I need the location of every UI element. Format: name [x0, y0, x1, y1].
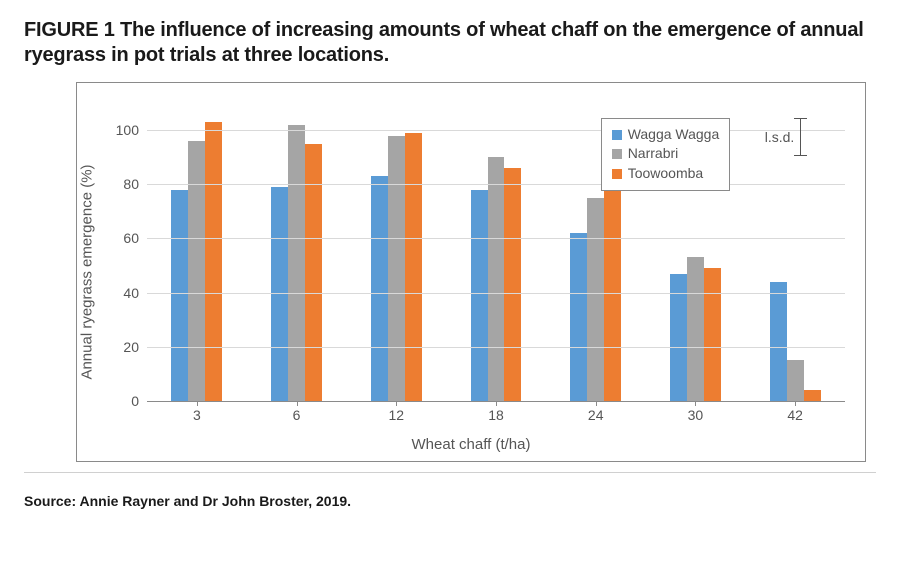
legend-label: Wagga Wagga	[628, 125, 720, 145]
bar-toowoomba	[305, 144, 322, 401]
legend-item: Narrabri	[612, 144, 720, 164]
bar-narrabri	[288, 125, 305, 401]
lsd-indicator: l.s.d.	[765, 118, 802, 156]
y-tick-label: 0	[131, 393, 147, 409]
divider	[24, 472, 876, 473]
y-tick-label: 40	[123, 285, 147, 301]
bar-narrabri	[188, 141, 205, 401]
legend-item: Toowoomba	[612, 164, 720, 184]
y-tick-label: 100	[116, 122, 147, 138]
y-tick-label: 20	[123, 339, 147, 355]
x-tick-mark	[795, 401, 796, 406]
y-tick-label: 80	[123, 176, 147, 192]
x-tick-mark	[297, 401, 298, 406]
bar-toowoomba	[405, 133, 422, 401]
legend-swatch	[612, 130, 622, 140]
gridline	[147, 184, 845, 185]
x-axis-label: Wheat chaff (t/ha)	[77, 436, 865, 453]
bar-narrabri	[687, 257, 704, 401]
bar-wagga-wagga	[770, 282, 787, 401]
source-line: Source: Annie Rayner and Dr John Broster…	[24, 493, 876, 509]
x-tick-mark	[197, 401, 198, 406]
x-tick-mark	[695, 401, 696, 406]
bar-narrabri	[787, 360, 804, 401]
bars-layer	[147, 103, 845, 401]
bar-toowoomba	[704, 268, 721, 401]
bar-wagga-wagga	[570, 233, 587, 401]
legend-item: Wagga Wagga	[612, 125, 720, 145]
x-tick-mark	[396, 401, 397, 406]
chart-frame: Annual ryegrass emergence (%) 0204060801…	[76, 82, 866, 462]
gridline	[147, 293, 845, 294]
figure-caption: FIGURE 1 The influence of increasing amo…	[24, 18, 876, 68]
x-tick-mark	[596, 401, 597, 406]
bar-narrabri	[388, 136, 405, 401]
bar-toowoomba	[205, 122, 222, 401]
gridline	[147, 130, 845, 131]
bar-toowoomba	[804, 390, 821, 401]
lsd-bar	[800, 118, 801, 156]
bar-wagga-wagga	[171, 190, 188, 401]
gridline	[147, 347, 845, 348]
legend-label: Narrabri	[628, 144, 679, 164]
lsd-label: l.s.d.	[765, 129, 795, 145]
legend-swatch	[612, 149, 622, 159]
bar-wagga-wagga	[371, 176, 388, 401]
gridline	[147, 238, 845, 239]
x-tick-mark	[496, 401, 497, 406]
bar-narrabri	[587, 198, 604, 401]
legend-label: Toowoomba	[628, 164, 704, 184]
plot-area: 020406080100361218243042Wagga WaggaNarra…	[147, 103, 845, 401]
y-tick-label: 60	[123, 230, 147, 246]
legend: Wagga WaggaNarrabriToowoomba	[601, 118, 731, 191]
bar-toowoomba	[504, 168, 521, 401]
bar-narrabri	[488, 157, 505, 401]
legend-swatch	[612, 169, 622, 179]
bar-wagga-wagga	[471, 190, 488, 401]
y-axis-label: Annual ryegrass emergence (%)	[79, 164, 96, 379]
bar-wagga-wagga	[271, 187, 288, 401]
